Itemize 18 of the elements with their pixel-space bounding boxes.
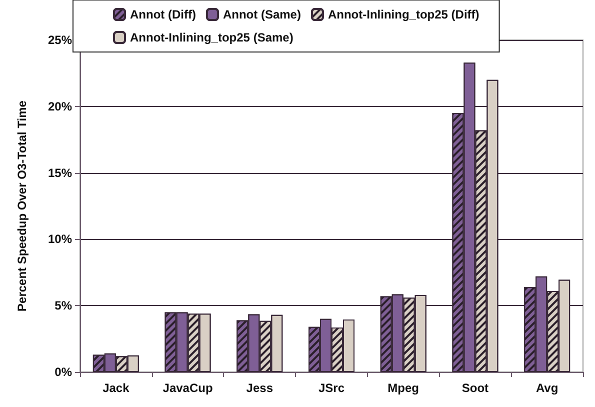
- x-tick-label: Jess: [246, 381, 274, 395]
- y-tick-label: 5%: [54, 298, 72, 313]
- legend-label: Annot (Same): [222, 8, 301, 22]
- y-axis-title: Percent Speedup Over O3-Total Time: [15, 100, 29, 312]
- y-tick-label: 25%: [48, 33, 72, 47]
- legend-label: Annot (Diff): [130, 8, 196, 22]
- x-tick-label: Soot: [462, 381, 489, 395]
- x-tick-label: Avg: [536, 381, 558, 395]
- y-tick-label: 10%: [48, 232, 72, 246]
- legend-label: Annot-Inlining_top25 (Diff): [328, 8, 480, 22]
- y-tick-label: 15%: [48, 166, 72, 180]
- x-tick-label: JavaCup: [162, 381, 213, 395]
- y-tick-label: 20%: [48, 99, 72, 114]
- x-tick-label: Jack: [102, 381, 130, 395]
- y-tick-label: 0%: [54, 365, 72, 379]
- legend-label: Annot-Inlining_top25 (Same): [130, 30, 294, 44]
- x-tick-label: Mpeg: [388, 381, 420, 395]
- x-tick-label: JSrc: [318, 381, 345, 395]
